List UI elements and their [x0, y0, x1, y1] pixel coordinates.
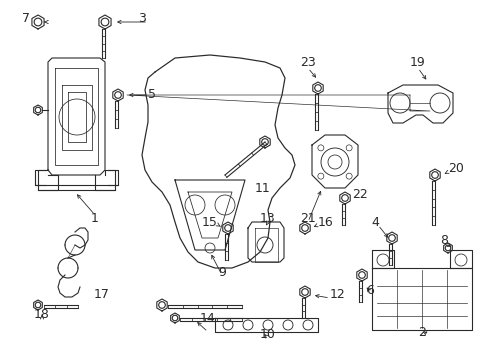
Text: 20: 20	[448, 162, 464, 175]
Text: 16: 16	[318, 216, 334, 229]
Text: 3: 3	[138, 12, 146, 24]
Text: 11: 11	[255, 181, 271, 194]
Text: 17: 17	[94, 288, 110, 302]
Text: 19: 19	[410, 55, 426, 68]
Text: 18: 18	[34, 309, 50, 321]
Text: 15: 15	[202, 216, 218, 229]
Text: 9: 9	[218, 266, 226, 279]
Text: 8: 8	[440, 234, 448, 247]
Text: 12: 12	[330, 288, 346, 302]
Text: 13: 13	[260, 211, 276, 225]
Text: 23: 23	[300, 55, 316, 68]
Text: 7: 7	[22, 12, 30, 24]
Text: 21: 21	[300, 211, 316, 225]
Text: 6: 6	[366, 284, 374, 297]
Text: 4: 4	[371, 216, 379, 229]
Text: 10: 10	[260, 328, 276, 342]
Text: 2: 2	[418, 325, 426, 338]
Text: 5: 5	[148, 89, 156, 102]
Text: 14: 14	[200, 311, 216, 324]
Text: 1: 1	[91, 211, 99, 225]
Text: 22: 22	[352, 189, 368, 202]
